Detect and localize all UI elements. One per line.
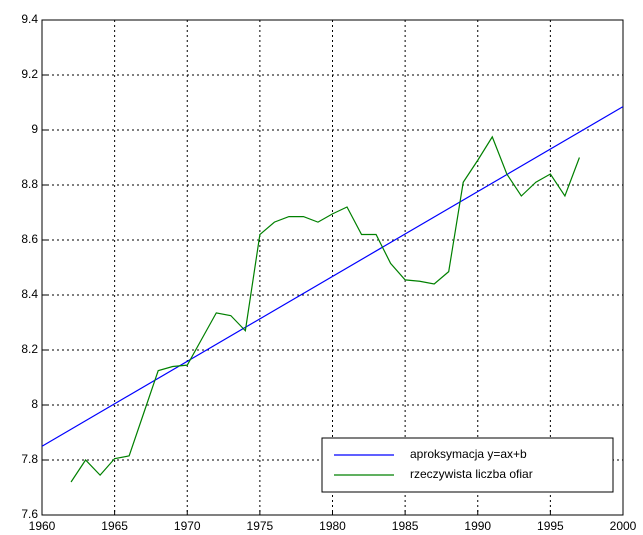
- x-tick-label: 2000: [610, 519, 637, 533]
- x-tick-label: 1965: [101, 519, 128, 533]
- y-tick-label: 8.2: [21, 342, 38, 356]
- y-tick-label: 8.6: [21, 232, 38, 246]
- x-tick-label: 1975: [247, 519, 274, 533]
- plot-frame: [41, 19, 624, 516]
- y-tick-label: 9.2: [21, 67, 38, 81]
- y-tick-label: 9: [31, 122, 38, 136]
- y-tick-label: 8.8: [21, 177, 38, 191]
- legend-box: [321, 437, 614, 493]
- legend-label: aproksymacja y=ax+b: [410, 447, 527, 461]
- x-tick-label: 1995: [537, 519, 564, 533]
- x-tick-label: 1990: [464, 519, 491, 533]
- series-line: [70, 135, 580, 483]
- legend-label: rzeczywista liczba ofiar: [410, 467, 533, 481]
- x-tick-label: 1980: [319, 519, 346, 533]
- y-tick-label: 7.8: [21, 452, 38, 466]
- series-line: [41, 106, 624, 447]
- x-tick-label: 1970: [174, 519, 201, 533]
- x-tick-label: 1960: [29, 519, 56, 533]
- y-tick-label: 7.6: [21, 507, 38, 521]
- y-tick-label: 8.4: [21, 287, 38, 301]
- x-tick-label: 1985: [392, 519, 419, 533]
- y-tick-label: 8: [31, 397, 38, 411]
- y-tick-label: 9.4: [21, 12, 38, 26]
